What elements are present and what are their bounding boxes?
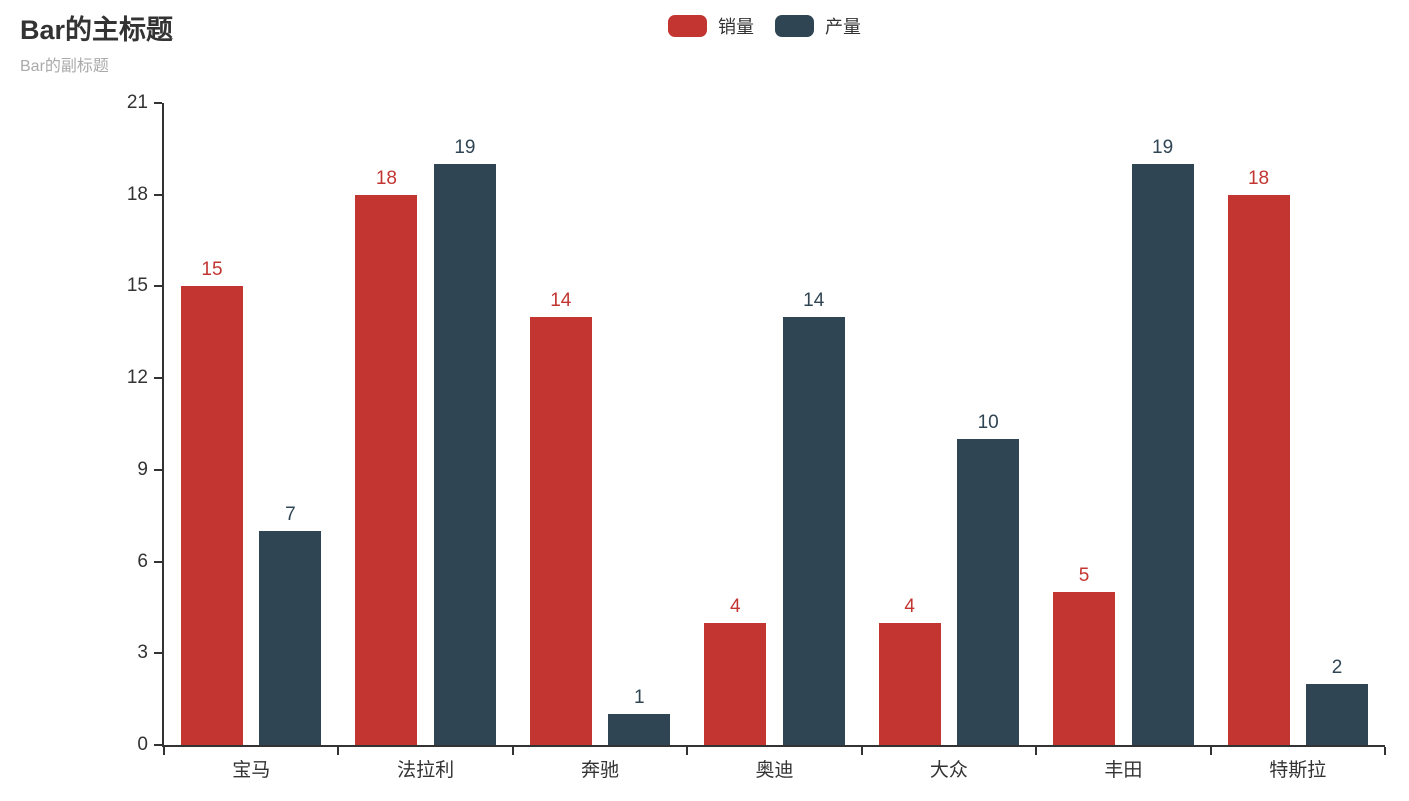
- x-axis-category-label: 奔驰: [581, 760, 620, 781]
- x-axis-category-label: 宝马: [232, 760, 271, 781]
- y-axis-tick: [154, 652, 162, 655]
- x-axis-tick: [860, 747, 863, 755]
- bar[interactable]: [608, 714, 671, 745]
- bar[interactable]: [957, 439, 1020, 745]
- y-axis-tick-label: 0: [137, 734, 148, 755]
- x-axis-category-label: 特斯拉: [1269, 760, 1327, 781]
- bar[interactable]: [782, 317, 845, 745]
- bar-value-label: 18: [1247, 167, 1270, 189]
- x-axis-category-label: 奥迪: [755, 760, 794, 781]
- legend-label: 销量: [718, 17, 754, 37]
- bar-value-label: 15: [201, 259, 223, 281]
- y-axis-tick: [154, 560, 162, 563]
- bar[interactable]: [259, 531, 322, 745]
- x-axis-category-label: 丰田: [1104, 760, 1143, 781]
- bar[interactable]: [1131, 164, 1194, 745]
- bar-value-label: 19: [1152, 137, 1174, 159]
- bar[interactable]: [355, 194, 418, 745]
- y-axis-tick-label: 18: [126, 183, 148, 205]
- bar-value-label: 1: [634, 687, 645, 709]
- bar[interactable]: [433, 164, 496, 745]
- bar[interactable]: [1227, 194, 1290, 745]
- y-axis-tick-label: 12: [126, 367, 148, 389]
- y-axis-tick: [154, 377, 162, 380]
- bar-value-label: 4: [729, 595, 741, 617]
- x-axis-tick: [1384, 747, 1386, 755]
- x-axis-category-label: 法拉利: [397, 760, 455, 781]
- legend-swatch-icon: [668, 15, 707, 37]
- y-axis-tick: [154, 193, 162, 196]
- x-axis-tick: [163, 747, 165, 755]
- bar-value-label: 14: [550, 290, 572, 311]
- bar-value-label: 4: [904, 595, 915, 617]
- x-axis-tick: [1035, 747, 1038, 755]
- x-axis-tick: [337, 747, 340, 755]
- x-axis-tick: [686, 747, 689, 755]
- chart-subtitle: Bar的副标题: [20, 58, 109, 75]
- legend-item-series2[interactable]: 产量: [775, 13, 861, 39]
- bar-value-label: 19: [454, 137, 476, 159]
- bar-value-label: 10: [977, 412, 999, 434]
- y-axis-tick: [154, 102, 162, 104]
- y-axis-tick: [154, 468, 162, 471]
- bar-value-label: 18: [375, 167, 397, 189]
- y-axis-tick-label: 6: [137, 550, 148, 572]
- x-axis-tick: [511, 747, 514, 755]
- y-axis-tick-label: 3: [137, 642, 148, 664]
- x-axis-tick: [1209, 747, 1212, 755]
- y-axis-tick: [154, 285, 162, 288]
- y-axis-tick-label: 21: [126, 92, 148, 113]
- bar-value-label: 5: [1078, 565, 1090, 587]
- legend: 销量 产量: [668, 13, 861, 39]
- x-axis-category-label: 大众: [929, 760, 968, 781]
- chart-title: Bar的主标题: [20, 15, 174, 45]
- legend-item-series1[interactable]: 销量: [668, 13, 754, 39]
- bar[interactable]: [180, 286, 243, 745]
- y-axis-tick-label: 15: [126, 275, 148, 297]
- bar[interactable]: [1053, 592, 1116, 745]
- y-axis-tick: [154, 744, 162, 746]
- bar-value-label: 7: [285, 504, 296, 525]
- bar[interactable]: [1306, 683, 1369, 745]
- plot-area: 0 3 6 9 12 15 18 21 宝马 法拉利 奔驰 奥迪 大众 丰田 特斯拉 15 7 18 19 14 1 4 1…: [127, 92, 1386, 781]
- legend-swatch-icon: [775, 15, 814, 37]
- y-axis-tick-label: 9: [137, 458, 148, 480]
- legend-label: 产量: [825, 17, 861, 37]
- bar[interactable]: [704, 622, 767, 745]
- bar-value-label: 14: [803, 290, 825, 311]
- bar-value-label: 2: [1331, 656, 1343, 678]
- bar[interactable]: [878, 622, 941, 745]
- bar[interactable]: [529, 317, 592, 745]
